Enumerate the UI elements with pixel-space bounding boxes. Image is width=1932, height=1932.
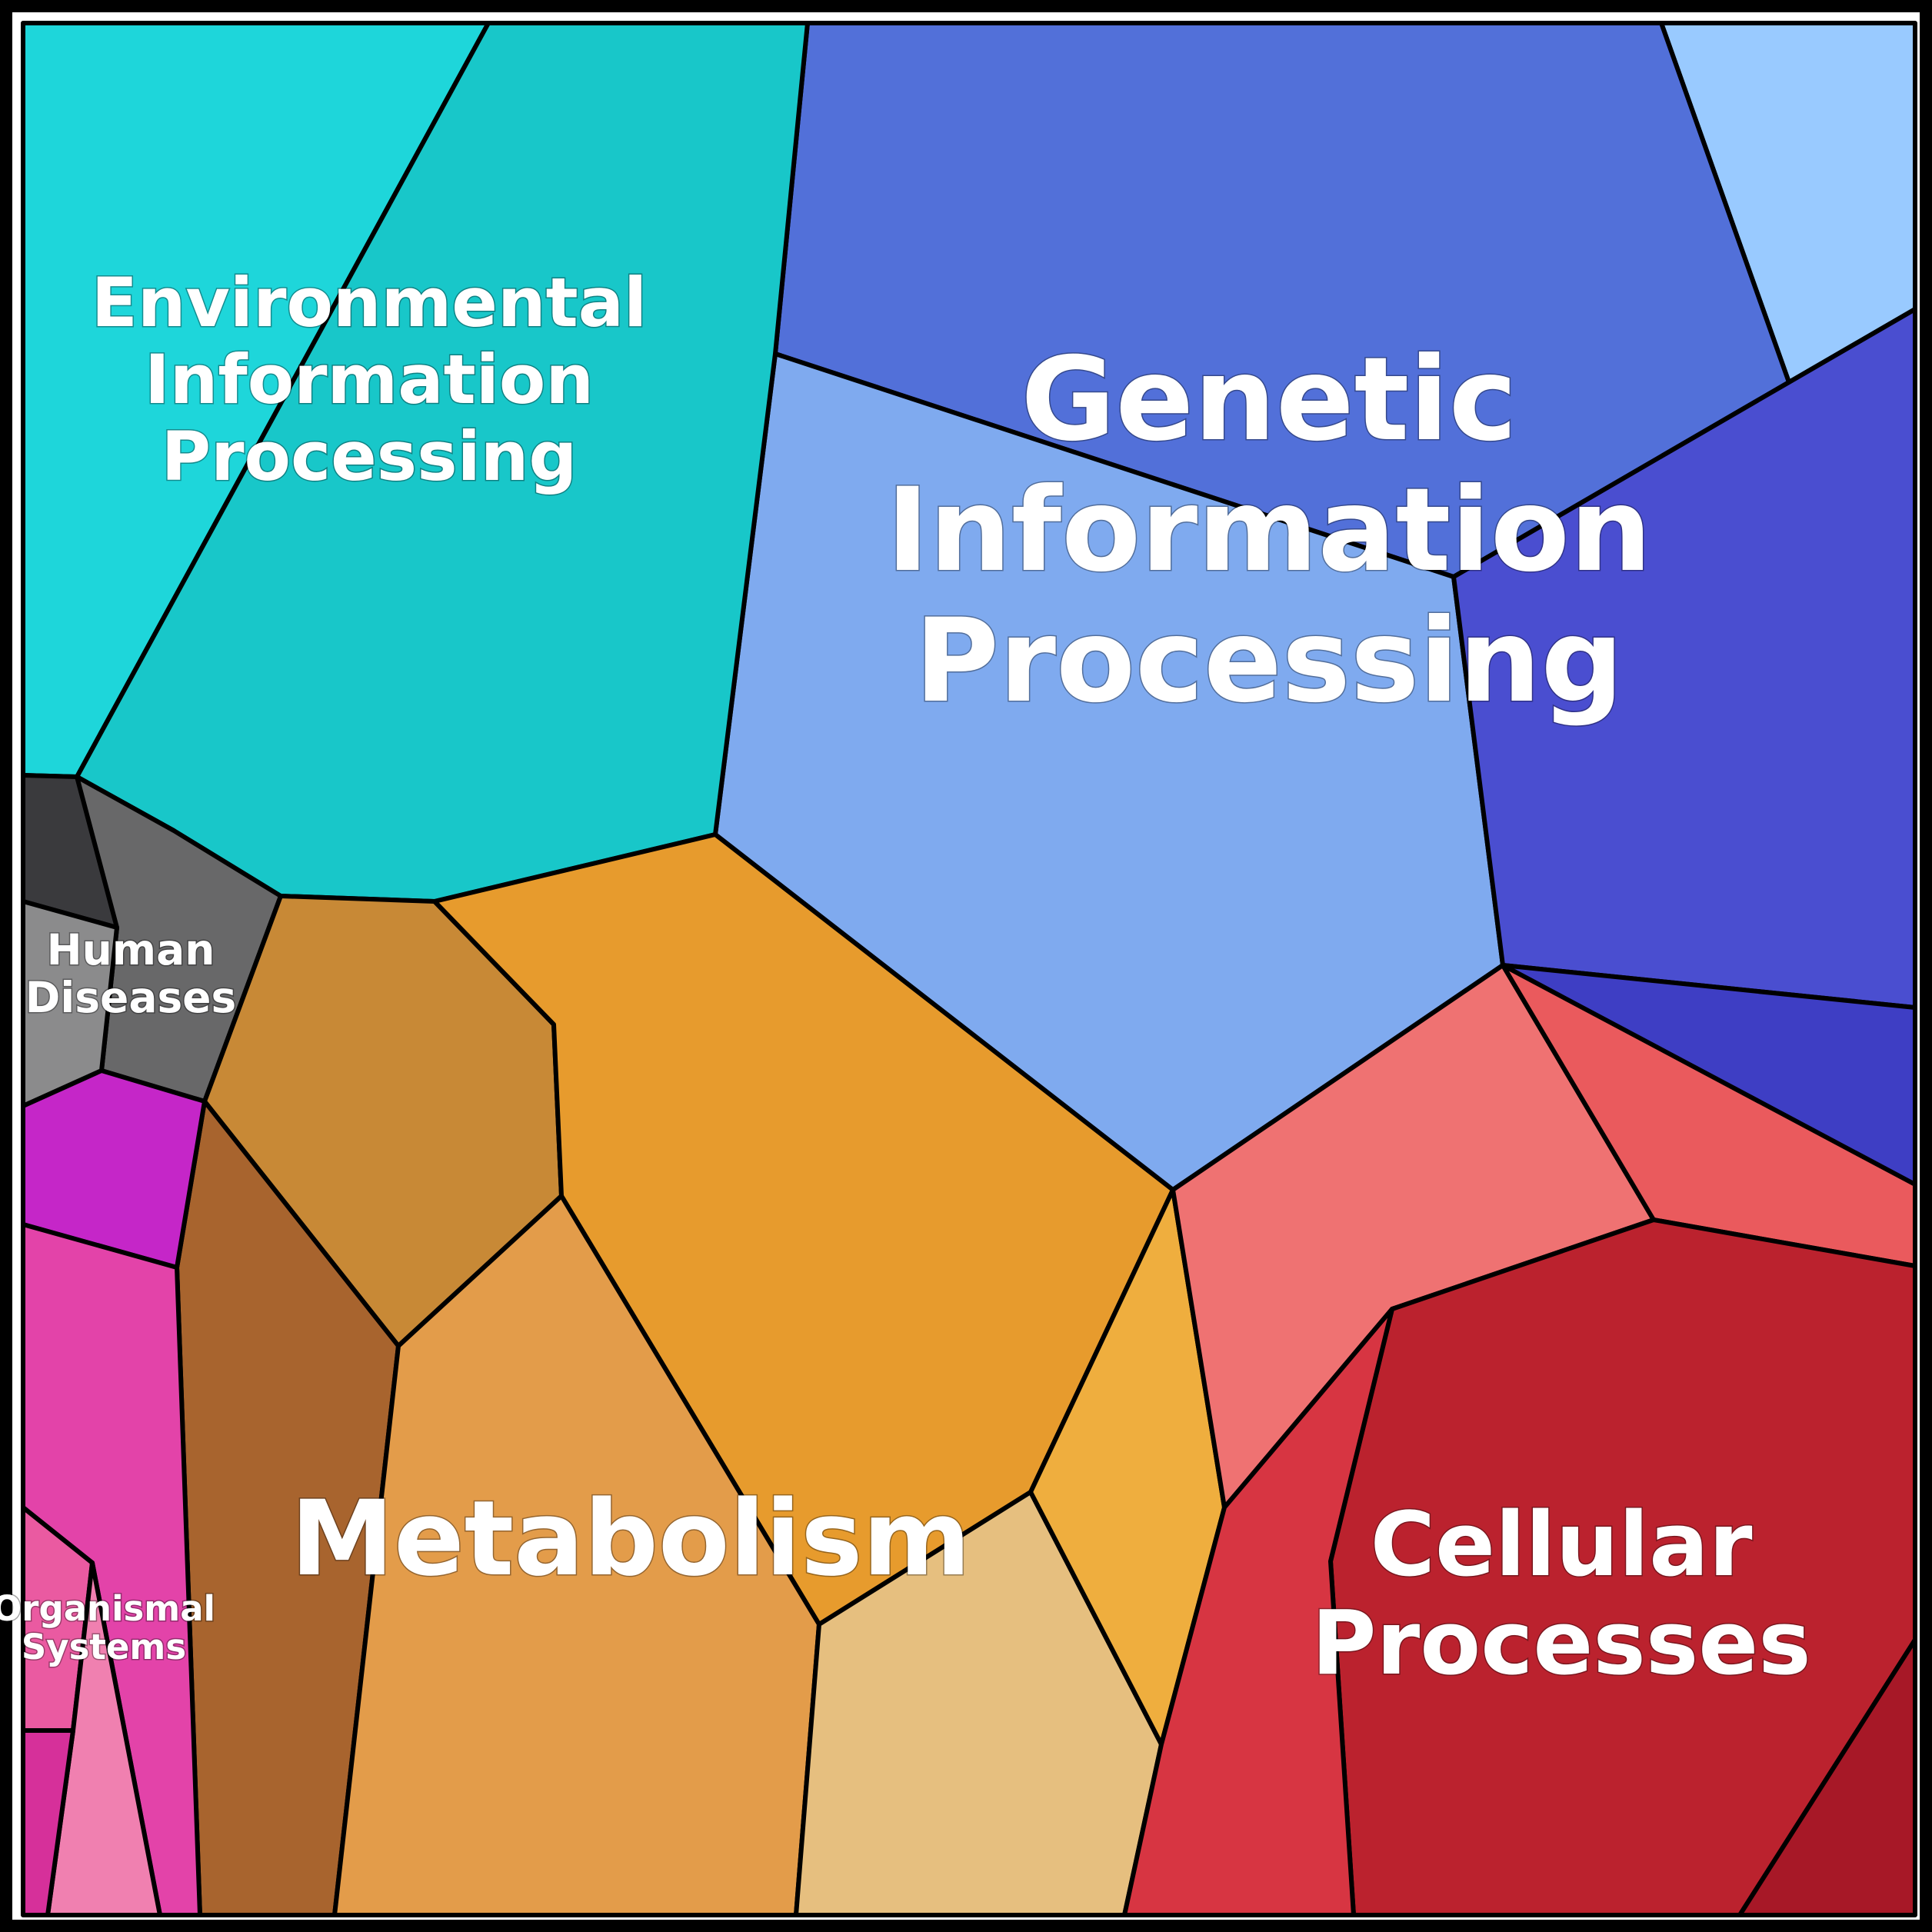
label-organismal: OrganismalSystems <box>0 1588 215 1667</box>
label-cellular: CellularProcesses <box>1311 1494 1811 1695</box>
voronoi-treemap: GeneticInformationProcessingEnvironmenta… <box>0 0 1932 1932</box>
label-human_diseases: HumanDiseases <box>25 925 236 1022</box>
label-metabolism: Metabolism <box>291 1478 971 1599</box>
label-environmental: EnvironmentalInformationProcessing <box>92 263 647 496</box>
